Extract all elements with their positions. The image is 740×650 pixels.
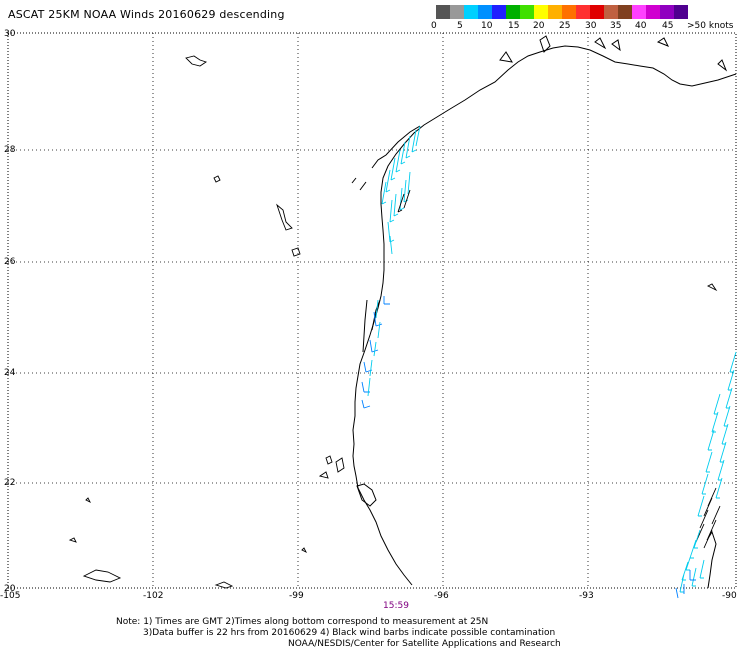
lat-label-22: 22 [4,478,15,488]
barb-group-south-cyan [367,299,381,397]
lake-8 [214,581,234,589]
legend-swatch [548,5,562,19]
coastal-inlets [499,35,728,72]
barb-column-contaminated [695,487,721,549]
measurement-time-label: 15:59 [383,601,409,611]
lon-label-90: -90 [722,591,737,600]
note-line-1: Note: 1) Times are GMT 2)Times along bot… [116,617,489,627]
legend-label-25: 25 [559,21,571,31]
legend-label-0: 0 [431,21,437,31]
legend-swatch [590,5,604,19]
legend-swatch [646,5,660,19]
lake-10 [706,283,718,292]
inland-lakes [68,55,718,589]
legend-label-40: 40 [635,21,647,31]
legend-label-10: 10 [481,21,493,31]
lon-label-99: -99 [289,591,304,600]
barb-group-contaminated-1 [397,189,411,213]
note-line-3: NOAA/NESDIS/Center for Satellite Applica… [288,639,561,649]
legend-swatch [478,5,492,19]
legend-label-20: 20 [533,21,545,31]
graticule [8,33,736,588]
legend-swatch [450,5,464,19]
legend-swatch [674,5,688,19]
legend-label-5: 5 [457,21,463,31]
wind-map: 30 28 26 24 22 20 -105 -102 -99 -96 -93 … [0,29,737,600]
lake-9 [301,547,308,554]
legend-swatch [576,5,590,19]
lake-4 [291,247,301,257]
lake-5 [85,497,92,504]
legend-swatch [562,5,576,19]
barb-column-blue [675,570,696,599]
lon-label-96: -96 [434,591,449,600]
legend-swatch [506,5,520,19]
plot-frame [7,32,737,589]
legend-label-35: 35 [610,21,622,31]
barb-column-3 [679,529,705,593]
legend-label-45: 45 [662,21,674,31]
lake-1 [185,55,208,67]
lat-label-30: 30 [4,29,16,39]
barb-column-1 [715,351,737,499]
barb-group-north-1 [381,125,421,205]
legend-swatch [436,5,450,19]
lat-label-20: 20 [4,584,16,594]
wind-map-svg: 30 28 26 24 22 20 -105 -102 -99 -96 -93 … [0,29,737,600]
east-coastline-fragment [706,530,717,589]
wind-speed-color-legend [436,5,688,19]
lake-7 [82,569,122,583]
legend-swatch [534,5,548,19]
barb-column-2 [697,393,721,517]
legend-swatch [520,5,534,19]
map-title: ASCAT 25KM NOAA Winds 20160629 descendin… [8,8,285,21]
wind-speed-legend-labels: 0 5 10 15 20 25 30 35 40 45 >50 knots [426,21,740,33]
lon-label-93: -93 [579,591,594,600]
lon-label-102: -102 [143,591,163,600]
lat-label-26: 26 [4,257,16,267]
legend-swatch [492,5,506,19]
legend-swatch [604,5,618,19]
legend-swatch [632,5,646,19]
wind-barbs-texas-coast [361,125,421,409]
barrier-islands [351,125,421,353]
gulf-coastline [352,45,737,586]
lake-3 [276,203,293,231]
lat-label-28: 28 [4,145,16,155]
lon-label-105: -105 [0,591,20,600]
lat-label-24: 24 [4,368,16,378]
legend-label-50-knots: >50 knots [687,21,734,31]
legend-swatch [618,5,632,19]
lake-cluster [318,455,345,479]
note-line-2: 3)Data buffer is 22 hrs from 20160629 4)… [143,628,556,638]
coastline [351,35,737,589]
yucatan-bay-outline [356,483,377,507]
legend-swatch [464,5,478,19]
lake-2 [213,175,221,183]
wind-barbs-eastern-swath [675,351,737,599]
legend-swatch [660,5,674,19]
legend-label-30: 30 [585,21,597,31]
barb-group-mid [387,221,395,255]
lake-6 [68,537,77,543]
legend-label-15: 15 [508,21,520,31]
